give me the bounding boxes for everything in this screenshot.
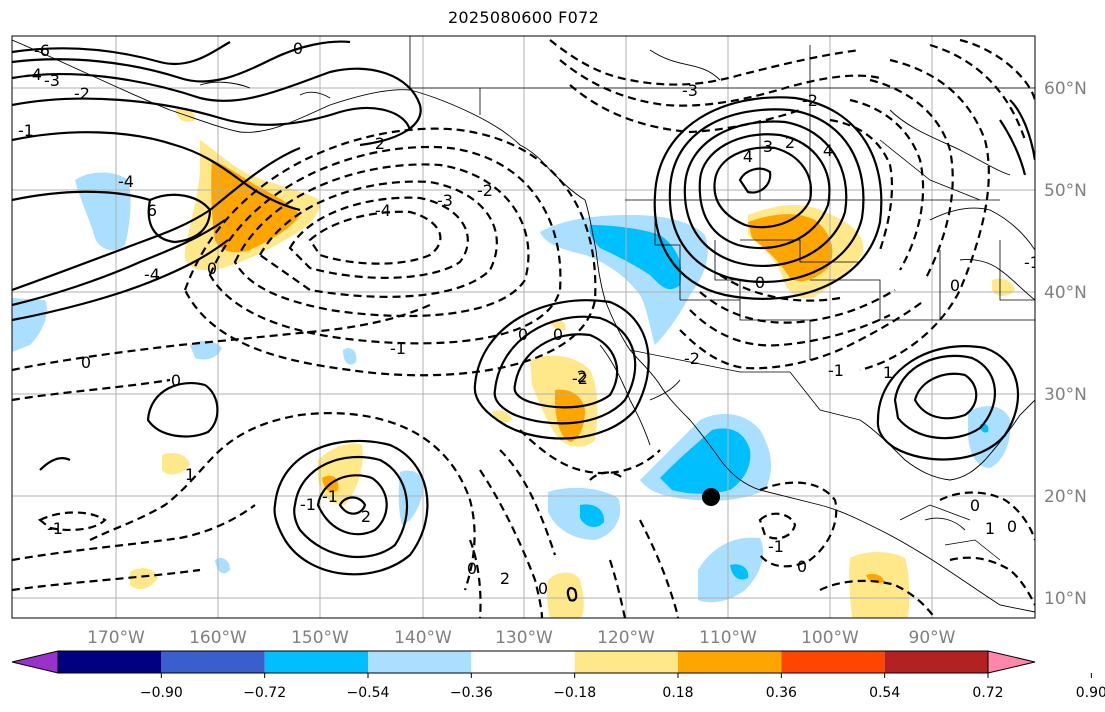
colorbar [11,650,1036,674]
colorbar-segment [264,651,368,673]
colorbar-tick-label: 0.36 [766,685,797,701]
longitude-label: 90°W [909,628,956,648]
longitude-label: 160°W [189,628,247,648]
coastlines [12,39,1035,613]
contour-label: -6 [34,41,50,60]
contour-label: -2 [572,369,588,388]
contour-label: 3 [763,137,773,156]
contour-label: -3 [437,191,453,210]
contour-label: 0 [207,259,217,278]
contour-label: -4 [118,172,134,191]
contour-lines [12,40,1035,602]
longitude-label: 150°W [291,628,349,648]
political-borders [409,36,1035,561]
colorbar-segment [574,651,678,673]
longitude-labels: 170°W 160°W 150°W 140°W 130°W 120°W 110°W 100°W… [87,628,956,648]
contour-label: -2 [802,91,818,110]
colorbar-tick-label: −0.72 [243,685,286,701]
contour-label: -3 [682,81,698,100]
contour-label: 6 [147,201,157,220]
colorbar-ticks: −0.90 −0.72 −0.54 −0.36 −0.18 0.18 0.36 0.54 0.7… [140,673,1105,701]
contour-label: -4 [375,201,391,220]
contour-label: 4 [823,141,833,160]
contour-label: 1 [883,363,893,382]
contour-label: -4 [144,265,160,284]
contour-label: 0 [171,371,181,390]
colorbar-segment [781,651,885,673]
contour-label: 0 [553,325,563,344]
colorbar-segment [58,651,162,673]
contour-label: 4 [743,147,753,166]
colorbar-tick-label: −0.54 [347,685,390,701]
colorbar-tick-label: 0.54 [869,685,900,701]
contour-label: 0 [538,579,548,598]
colorbar-segment [368,651,472,673]
colorbar-tick-label: 0.90 [1076,685,1105,701]
contour-label: 2 [785,133,795,152]
contour-label: 0 [518,325,528,344]
colorbar-segment [161,651,265,673]
contour-label: -1 [322,487,338,506]
latitude-label: 30°N [1044,385,1087,405]
contour-label: 2 [500,569,510,588]
contour-label: 0 [1007,517,1017,536]
colorbar-tick-label: −0.18 [553,685,596,701]
latitude-label: 10°N [1044,589,1087,609]
contour-label: 2 [375,134,385,153]
contour-label: 2 [577,367,587,386]
latitude-label: 40°N [1044,283,1087,303]
contour-label: -2 [74,84,90,103]
contour-label: 0 [755,273,765,292]
contour-label: -1 [300,495,316,514]
contour-label: 0 [970,496,980,515]
map-frame [11,35,1036,619]
contour-label: 0 [81,353,91,372]
longitude-label: 120°W [597,628,655,648]
colorbar-segment [471,651,575,673]
contour-label: -1 [390,339,406,358]
contour-label: -1 [828,361,844,380]
contour-label: 1 [185,465,195,484]
contour-lines-dashed [12,38,1035,618]
contour-label: 1 [985,519,995,538]
latitude-label: 20°N [1044,487,1087,507]
colorbar-tick-label: −0.90 [140,685,183,701]
shaded-field [12,108,1015,618]
latitude-label: 50°N [1044,181,1087,201]
contour-label: 2 [361,507,371,526]
colorbar-tick-label: −0.36 [450,685,493,701]
colorbar-extend-max [987,650,1036,674]
contour-label: 0 [797,557,807,576]
contour-label: -1 [18,121,34,140]
contour-label: 0 [950,276,960,295]
contour-label: -3 [44,71,60,90]
latitude-labels: 60°N 50°N 40°N 30°N 20°N 10°N [1044,79,1087,609]
location-marker [702,488,720,506]
longitude-label: 140°W [394,628,452,648]
contour-label: -1 [768,537,784,556]
contour-label: -1 [1024,253,1040,272]
latitude-label: 60°N [1044,79,1087,99]
colorbar-segment [678,651,782,673]
contour-label: 0 [293,39,303,58]
colorbar-extend-min [11,650,59,674]
contour-label: -2 [684,349,700,368]
map-title: 2025080600 F072 [447,8,600,27]
longitude-label: 170°W [87,628,145,648]
colorbar-segment [884,651,988,673]
colorbar-tick-label: 0.18 [662,685,693,701]
contour-label: -2 [477,181,493,200]
colorbar-tick-label: 0.72 [972,685,1003,701]
contour-label: 0 [467,559,477,578]
contour-label: -4 [26,65,42,84]
longitude-label: 130°W [495,628,553,648]
longitude-label: 110°W [699,628,757,648]
longitude-label: 100°W [801,628,859,648]
contour-label: -1 [47,519,63,538]
